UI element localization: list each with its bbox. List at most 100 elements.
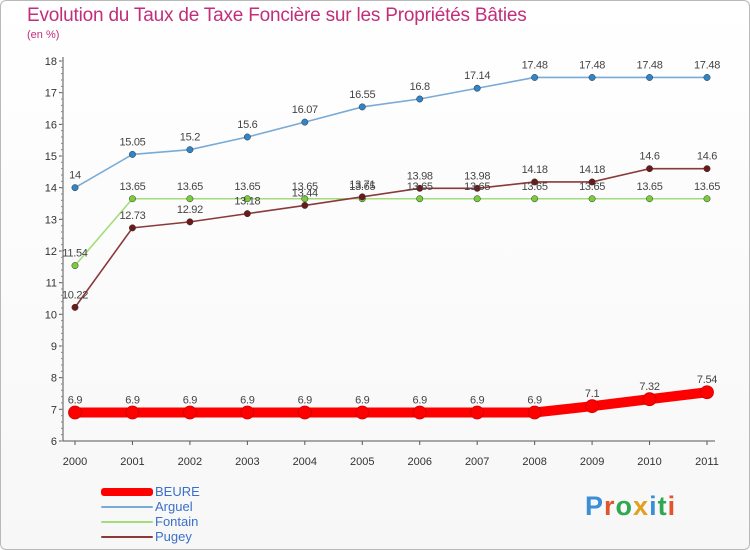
data-point-arguel xyxy=(531,74,539,81)
data-label-fontain: 13.65 xyxy=(522,181,548,193)
data-point-pugey xyxy=(416,184,424,192)
chart-axes: 6 7 8 9 10 11 12 13 14 15 16 17 18 2000 2001 2002 2003 20… xyxy=(45,56,719,468)
data-point-pugey xyxy=(243,210,251,218)
data-point-arguel xyxy=(646,74,653,81)
data-label-arguel: 17.48 xyxy=(579,59,605,71)
data-point-beure xyxy=(585,399,599,414)
data-point-pugey xyxy=(646,165,653,173)
logo-letter: t xyxy=(657,491,668,521)
series-line-arguel xyxy=(74,76,708,189)
y-tick-label: 18 xyxy=(45,56,57,68)
data-label-beure: 7.1 xyxy=(585,388,600,400)
data-label-arguel: 16.07 xyxy=(292,104,318,116)
data-label-beure: 6.9 xyxy=(125,395,140,407)
data-point-pugey xyxy=(129,224,136,232)
legend-label-pugey: Pugey xyxy=(155,529,192,544)
data-label-fontain: 13.65 xyxy=(119,181,145,193)
data-point-arguel xyxy=(186,146,194,154)
logo-letter: i xyxy=(667,491,677,521)
data-label-pugey: 13.98 xyxy=(464,170,490,182)
proxiti-logo: Proxiti xyxy=(585,491,676,522)
x-tick-label: 2000 xyxy=(63,456,87,468)
logo-letter: x xyxy=(633,491,650,521)
data-point-beure xyxy=(68,405,82,420)
data-point-beure xyxy=(240,405,255,420)
data-point-beure xyxy=(355,405,370,420)
data-point-arguel xyxy=(129,150,136,158)
series-line-pugey xyxy=(74,167,708,309)
data-label-fontain: 13.65 xyxy=(177,181,203,193)
x-tick-label: 2005 xyxy=(350,456,374,468)
data-point-beure xyxy=(412,405,427,420)
data-point-arguel xyxy=(416,95,424,103)
data-point-pugey xyxy=(473,184,481,192)
data-label-arguel: 16.8 xyxy=(410,81,430,93)
data-label-fontain: 13.65 xyxy=(234,181,260,193)
data-label-fontain: 13.65 xyxy=(579,181,605,193)
data-point-fontain xyxy=(129,195,136,203)
logo-letter: r xyxy=(604,491,616,521)
chart-title: Evolution du Taux de Taxe Foncière sur l… xyxy=(27,5,527,26)
data-label-pugey: 12.73 xyxy=(119,210,145,222)
data-label-fontain: 13.65 xyxy=(464,181,490,193)
data-point-fontain xyxy=(473,195,481,203)
data-label-fontain: 13.65 xyxy=(637,181,663,193)
x-tick-label: 2009 xyxy=(580,456,604,468)
chart-unit-label: (en %) xyxy=(27,29,60,41)
x-tick-label: 2001 xyxy=(120,456,144,468)
data-label-arguel: 15.2 xyxy=(180,132,200,144)
data-point-pugey xyxy=(71,303,79,311)
y-tick-label: 16 xyxy=(45,119,57,131)
data-label-fontain: 13.65 xyxy=(349,181,375,193)
series-line-fontain xyxy=(74,197,708,267)
data-point-fontain xyxy=(71,262,79,270)
legend-swatch-fontain xyxy=(101,521,153,523)
data-label-fontain: 11.54 xyxy=(62,248,87,260)
data-label-beure: 6.9 xyxy=(240,395,255,407)
data-label-beure: 6.9 xyxy=(298,395,313,407)
legend-label-arguel: Arguel xyxy=(155,499,193,514)
legend-swatch-pugey xyxy=(101,536,153,538)
y-tick-label: 14 xyxy=(45,183,57,195)
data-point-beure xyxy=(297,405,312,420)
chart-data-labels: 14 15.05 15.2 15.6 16.07 16.55 16.8 17.14 17.48 1… xyxy=(62,59,721,407)
data-label-beure: 7.54 xyxy=(697,374,717,386)
y-tick-label: 8 xyxy=(51,373,57,385)
data-label-pugey: 14.18 xyxy=(579,164,605,176)
x-tick-label: 2006 xyxy=(407,456,431,468)
x-tick-label: 2003 xyxy=(235,456,259,468)
data-label-pugey: 10.22 xyxy=(62,289,88,301)
data-label-pugey: 13.98 xyxy=(407,170,433,182)
data-label-arguel: 15.05 xyxy=(119,136,145,148)
data-point-pugey xyxy=(301,201,309,209)
data-point-pugey xyxy=(531,178,539,186)
y-tick-label: 15 xyxy=(45,151,57,163)
x-tick-label: 2008 xyxy=(522,456,546,468)
data-point-fontain xyxy=(588,195,596,203)
data-label-fontain: 13.65 xyxy=(292,181,318,193)
data-label-pugey: 14.6 xyxy=(697,151,717,163)
data-point-beure xyxy=(470,405,485,420)
data-label-arguel: 15.6 xyxy=(237,119,257,131)
y-tick-label: 6 xyxy=(51,436,57,448)
data-point-beure xyxy=(527,405,542,420)
y-tick-label: 11 xyxy=(46,278,57,290)
y-tick-label: 9 xyxy=(51,341,57,353)
data-point-fontain xyxy=(416,195,424,203)
data-label-pugey: 13.18 xyxy=(234,196,260,208)
legend-label-beure: BEURE xyxy=(155,484,200,499)
data-label-arguel: 17.14 xyxy=(464,70,490,82)
data-label-pugey: 13.44 xyxy=(292,187,318,199)
data-label-arguel: 14 xyxy=(69,170,81,182)
data-point-beure xyxy=(125,405,140,420)
data-point-arguel xyxy=(473,84,481,92)
data-label-beure: 6.9 xyxy=(355,395,370,407)
data-point-fontain xyxy=(186,195,194,203)
data-point-fontain xyxy=(646,195,653,203)
data-label-fontain: 13.65 xyxy=(694,181,720,193)
legend-swatch-arguel xyxy=(101,506,153,508)
data-point-pugey xyxy=(703,165,711,173)
chart-plot-area xyxy=(68,74,714,420)
